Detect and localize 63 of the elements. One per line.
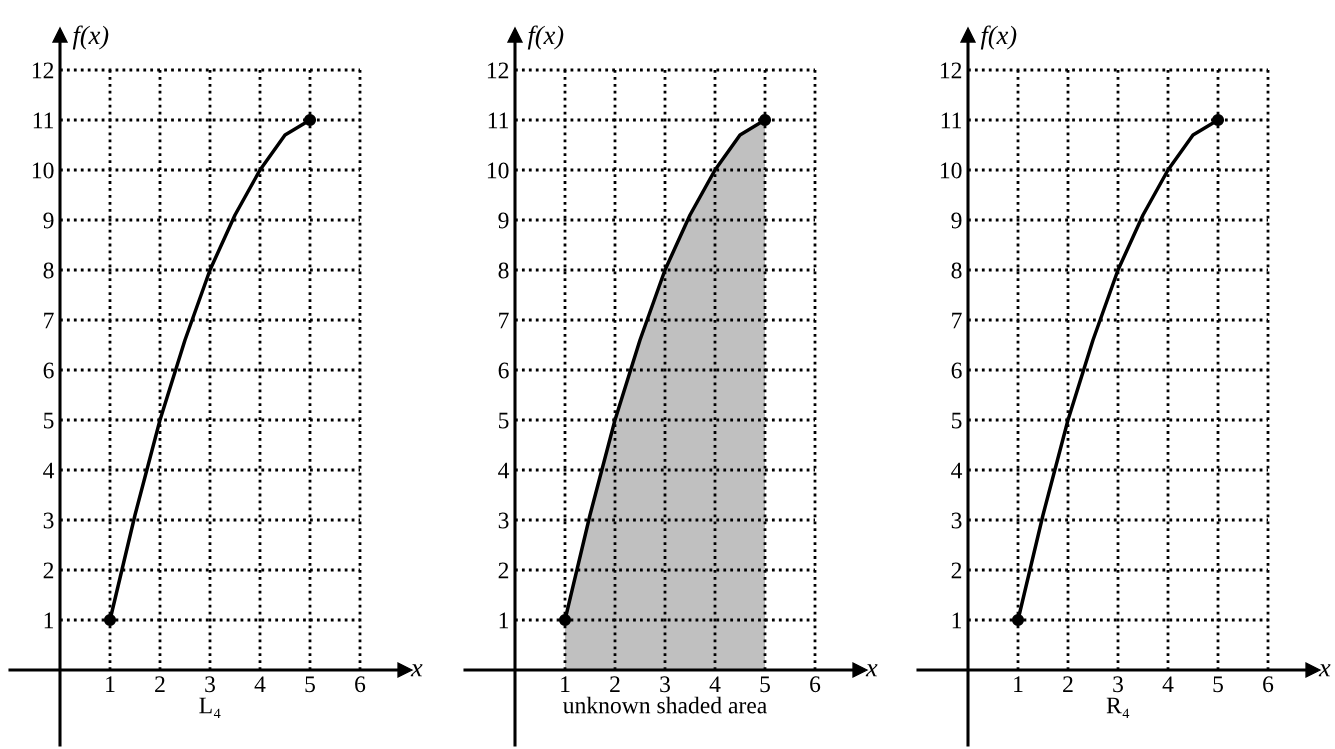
y-tick-label: 2: [498, 562, 509, 579]
x-tick-label: 2: [155, 676, 165, 692]
y-tick-label: 5: [499, 412, 509, 429]
y-tick-label: 12: [940, 62, 962, 79]
x-tick-label: 4: [254, 676, 266, 692]
x-axis-title: x: [410, 664, 423, 677]
y-tick-label: 8: [498, 262, 509, 279]
x-tick-label: 1: [106, 676, 115, 692]
x-tick-label: 1: [561, 676, 570, 692]
x-tick-label: 4: [1162, 676, 1174, 692]
y-tick-label: 4: [498, 462, 510, 479]
x-tick-label: 5: [305, 676, 315, 693]
y-tick-label: 9: [43, 212, 54, 229]
y-tick-label: 2: [43, 562, 54, 579]
y-tick-label: 3: [43, 512, 54, 529]
y-tick-label: 4: [43, 462, 55, 479]
y-tick-label: 3: [951, 512, 962, 529]
annotation: unknown shaded area: [563, 696, 767, 714]
y-tick-label: 6: [498, 362, 509, 379]
x-tick-label: 3: [205, 676, 215, 693]
x-tick-label: 4: [709, 676, 721, 692]
x-tick-label: 6: [810, 676, 821, 693]
y-tick-label: 9: [951, 212, 962, 229]
y-tick-label: 5: [952, 412, 962, 429]
x-tick-label: 6: [355, 676, 366, 693]
y-tick-label: 7: [44, 312, 54, 329]
y-tick-label: 11: [941, 112, 962, 129]
y-tick-label: 9: [498, 212, 509, 229]
x-tick-label: 5: [1213, 676, 1223, 693]
y-tick-label: 3: [498, 512, 509, 529]
y-tick-label: 10: [32, 162, 54, 179]
y-tick-label: 7: [952, 312, 962, 329]
y-tick-label: 1: [952, 612, 962, 629]
x-axis-title: x: [1318, 664, 1331, 677]
y-tick-label: 8: [951, 262, 962, 279]
y-tick-label: 1: [499, 612, 509, 629]
y-tick-label: 10: [487, 162, 509, 179]
y-tick-label: 4: [951, 462, 963, 479]
y-axis-title: f(x): [527, 25, 564, 50]
x-tick-label: 6: [1263, 676, 1274, 693]
x-tick-label: 5: [760, 676, 770, 693]
annotation: R₄: [1106, 697, 1130, 718]
y-tick-label: 11: [33, 112, 54, 129]
x-axis-title: x: [865, 664, 878, 677]
annotation: L₄: [199, 697, 221, 718]
y-tick-label: 10: [940, 162, 962, 179]
x-tick-label: 2: [1063, 676, 1073, 692]
y-tick-label: 7: [499, 312, 509, 329]
x-tick-label: 3: [1113, 676, 1123, 693]
y-tick-label: 11: [488, 112, 509, 129]
y-tick-label: 6: [951, 362, 962, 379]
y-tick-label: 8: [43, 262, 54, 279]
y-tick-label: 2: [951, 562, 962, 579]
x-tick-label: 3: [660, 676, 670, 693]
y-tick-label: 12: [32, 62, 54, 79]
x-tick-label: 1: [1014, 676, 1023, 692]
y-tick-label: 1: [44, 612, 54, 629]
y-tick-label: 6: [43, 362, 54, 379]
x-tick-label: 2: [610, 676, 620, 692]
y-tick-label: 5: [44, 412, 54, 429]
y-tick-label: 12: [487, 62, 509, 79]
y-axis-title: f(x): [72, 25, 109, 50]
y-axis-title: f(x): [980, 25, 1017, 50]
